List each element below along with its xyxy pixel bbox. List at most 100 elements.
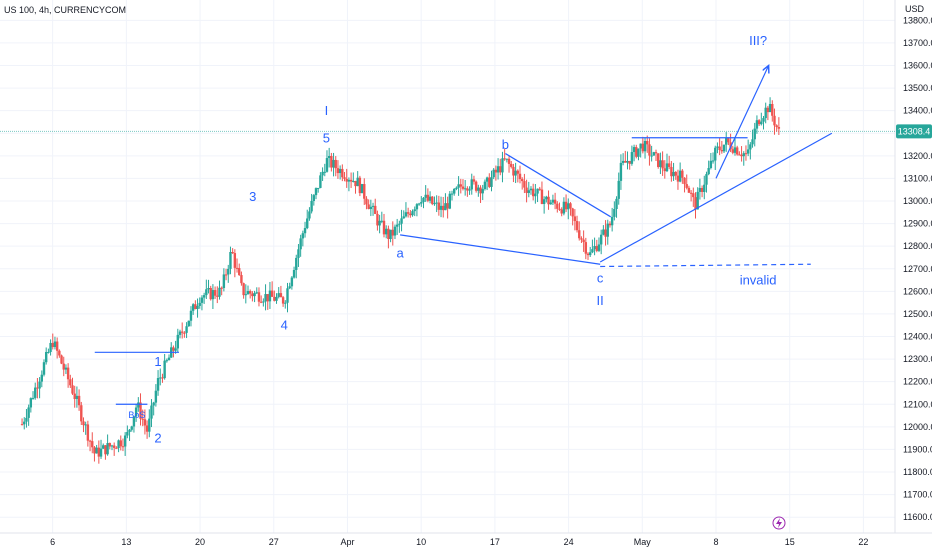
candle-body xyxy=(670,166,673,177)
candle-body xyxy=(716,146,719,148)
candle-body xyxy=(187,320,190,327)
price-tick-label: 13400.0 xyxy=(903,106,932,116)
candle-body xyxy=(696,191,699,210)
candle-body xyxy=(222,274,226,289)
candle-body xyxy=(766,107,770,113)
candle-body xyxy=(499,166,502,173)
candle-body xyxy=(69,379,72,386)
candle-body xyxy=(466,188,469,191)
candle-body xyxy=(501,158,504,173)
candle-body xyxy=(659,160,662,167)
candle-body xyxy=(731,149,734,153)
candle-body xyxy=(332,159,335,168)
candle-body xyxy=(439,205,443,210)
candle-body xyxy=(613,208,616,217)
wave-a-c-trendline[interactable] xyxy=(400,234,601,265)
candle-body xyxy=(492,169,495,178)
price-tick-label: 13800.0 xyxy=(903,15,932,25)
candle-body xyxy=(23,421,26,425)
candle-body xyxy=(597,244,601,251)
candle-body xyxy=(676,175,680,182)
candle-body xyxy=(34,387,37,398)
candle-body xyxy=(700,187,704,192)
candle-body xyxy=(126,431,129,436)
candle-body xyxy=(38,381,41,389)
candle-body xyxy=(363,184,366,199)
axis-separators xyxy=(0,0,932,534)
time-tick-label: 13 xyxy=(121,537,131,547)
candle-body xyxy=(86,424,90,441)
candle-body xyxy=(571,208,574,217)
candle-body xyxy=(556,203,559,209)
candle-body xyxy=(709,160,713,169)
candle-body xyxy=(36,387,39,389)
candle-body xyxy=(575,221,579,231)
candle-body xyxy=(599,234,603,245)
candle-body xyxy=(321,171,324,176)
symbol-label[interactable]: US 100, 4h, CURRENCYCOM xyxy=(4,5,126,15)
candle-body xyxy=(119,440,122,447)
time-axis[interactable]: 6 13 20 27 Apr 10 17 24 May 8 15 22 xyxy=(50,537,868,547)
candle-body xyxy=(115,447,118,449)
candle-body xyxy=(130,426,133,430)
candle-body xyxy=(220,287,223,289)
candle-body xyxy=(531,188,535,197)
candle-body xyxy=(560,209,563,214)
candle-body xyxy=(224,274,228,276)
candle-body xyxy=(238,268,241,276)
candle-body xyxy=(110,445,114,447)
candle-body xyxy=(760,121,763,125)
price-tick-label: 11700.0 xyxy=(903,490,932,500)
lightning-icon[interactable] xyxy=(772,516,786,530)
candle-body xyxy=(610,216,614,226)
candle-body xyxy=(455,187,458,189)
candle-body xyxy=(426,194,430,201)
candle-body xyxy=(507,158,511,164)
candle-body xyxy=(385,228,388,235)
candle-body xyxy=(768,103,772,113)
candle-body xyxy=(435,202,438,204)
candle-body xyxy=(536,188,539,194)
candle-body xyxy=(437,202,441,210)
candle-body xyxy=(461,186,465,189)
wave-label: b xyxy=(502,137,509,152)
invalidation-dashed-line[interactable] xyxy=(600,263,811,268)
candle-body xyxy=(360,184,364,194)
candle-body xyxy=(479,187,482,194)
wave-label: II xyxy=(597,293,604,308)
candle-body xyxy=(404,212,408,217)
price-axis[interactable]: 13800.013700.013600.013500.013400.013300… xyxy=(903,15,932,522)
candle-body xyxy=(567,203,570,210)
candle-body xyxy=(428,196,432,201)
candle-body xyxy=(553,199,557,204)
candle-body xyxy=(378,220,381,226)
price-tick-label: 12800.0 xyxy=(903,241,932,251)
candle-body xyxy=(253,293,256,297)
candle-body xyxy=(518,173,522,180)
wave-iii-projection-arrow[interactable] xyxy=(715,65,769,179)
candle-body xyxy=(393,226,397,236)
candle-body xyxy=(227,268,230,275)
candle-body xyxy=(751,139,754,145)
candle-body xyxy=(242,283,245,296)
candle-body xyxy=(481,189,484,194)
drawings[interactable] xyxy=(94,65,833,405)
wave-labels: 1 2 BoS 3 4 5 Ia b c II III? invalid xyxy=(128,33,776,445)
candle-body xyxy=(648,144,651,156)
candle-body xyxy=(714,147,717,161)
candle-body xyxy=(246,291,250,295)
wave-label: a xyxy=(397,245,405,260)
price-tick-label: 12600.0 xyxy=(903,286,932,296)
support-trendline[interactable] xyxy=(599,132,833,263)
candle-body xyxy=(529,188,533,191)
candle-body xyxy=(306,218,309,229)
candle-body xyxy=(646,141,649,145)
candle-body xyxy=(725,138,728,145)
wave-b-c-trendline[interactable] xyxy=(505,153,612,218)
candle-body xyxy=(88,440,92,442)
candle-body xyxy=(341,168,344,178)
candle-body xyxy=(639,143,642,149)
candle-body xyxy=(606,223,609,237)
candle-body xyxy=(615,198,618,209)
